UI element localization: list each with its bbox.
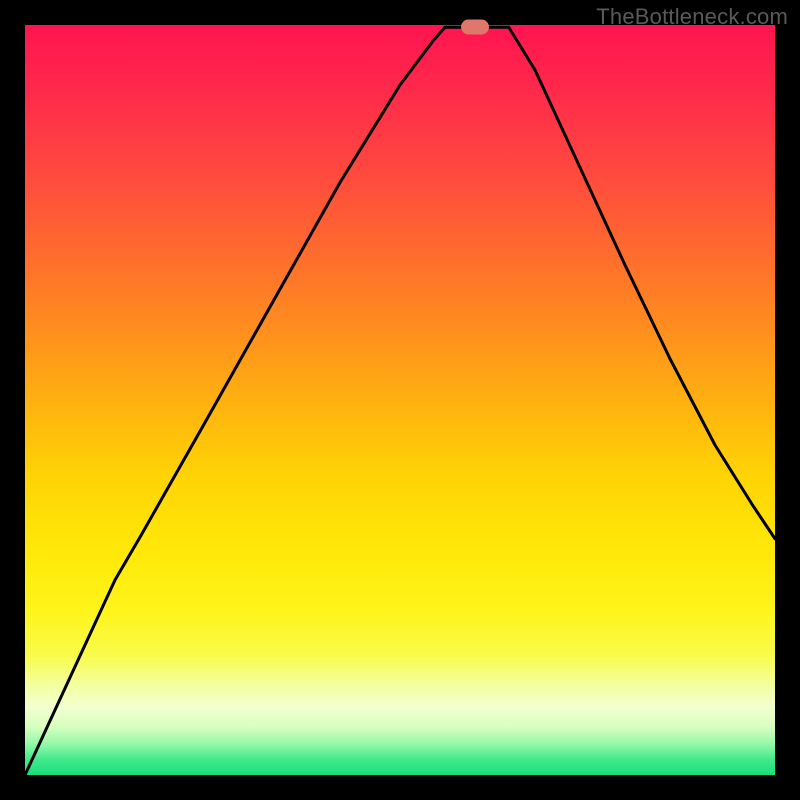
watermark-text: TheBottleneck.com: [596, 4, 788, 30]
bottleneck-curve: [25, 25, 775, 775]
plot-area: [25, 25, 775, 775]
optimum-marker: [461, 20, 489, 35]
figure-frame: TheBottleneck.com: [0, 0, 800, 800]
